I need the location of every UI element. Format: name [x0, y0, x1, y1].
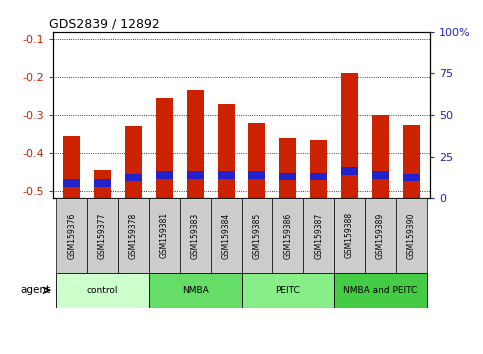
Bar [125, 181, 142, 198]
Bar [365, 198, 396, 273]
Text: GSM159383: GSM159383 [191, 212, 199, 258]
Bar [396, 198, 427, 273]
Bar [334, 273, 427, 308]
Bar [341, 74, 358, 167]
Bar [310, 180, 327, 198]
Bar [180, 198, 211, 273]
Text: GSM159378: GSM159378 [129, 212, 138, 258]
Text: GSM159384: GSM159384 [222, 212, 230, 258]
Bar [403, 125, 420, 174]
Bar [56, 198, 87, 273]
Text: NMBA and PEITC: NMBA and PEITC [343, 286, 418, 295]
Bar [149, 198, 180, 273]
Bar [279, 172, 296, 180]
Bar [310, 139, 327, 172]
Bar [187, 178, 204, 198]
Text: GSM159390: GSM159390 [407, 212, 416, 259]
Bar [248, 178, 266, 198]
Bar [156, 178, 173, 198]
Bar [125, 174, 142, 181]
Text: GSM159387: GSM159387 [314, 212, 323, 258]
Bar [341, 175, 358, 198]
Bar [156, 98, 173, 171]
Bar [279, 180, 296, 198]
Bar [372, 115, 389, 171]
Bar [310, 172, 327, 180]
Bar [242, 198, 272, 273]
Bar [372, 178, 389, 198]
Bar [187, 171, 204, 178]
Text: GSM159377: GSM159377 [98, 212, 107, 259]
Text: GSM159388: GSM159388 [345, 212, 354, 258]
Bar [149, 273, 242, 308]
Bar [217, 178, 235, 198]
Bar [242, 273, 334, 308]
Text: GSM159389: GSM159389 [376, 212, 385, 258]
Bar [272, 198, 303, 273]
Bar [87, 198, 118, 273]
Bar [372, 171, 389, 178]
Bar [303, 198, 334, 273]
Text: GSM159386: GSM159386 [284, 212, 292, 258]
Text: PEITC: PEITC [275, 286, 300, 295]
Bar [248, 122, 266, 171]
Bar [94, 187, 111, 198]
Text: agent: agent [21, 285, 51, 295]
Bar [211, 198, 242, 273]
Bar [94, 179, 111, 187]
Bar [63, 187, 80, 198]
Bar [63, 179, 80, 187]
Bar [125, 126, 142, 174]
Text: GSM159376: GSM159376 [67, 212, 76, 259]
Bar [334, 198, 365, 273]
Bar [118, 198, 149, 273]
Text: control: control [87, 286, 118, 295]
Bar [94, 170, 111, 179]
Bar [403, 174, 420, 181]
Bar [341, 167, 358, 175]
Text: NMBA: NMBA [182, 286, 209, 295]
Text: GDS2839 / 12892: GDS2839 / 12892 [49, 18, 160, 31]
Bar [187, 91, 204, 171]
Text: GSM159381: GSM159381 [160, 212, 169, 258]
Bar [217, 171, 235, 178]
Text: GSM159385: GSM159385 [253, 212, 261, 258]
Bar [217, 104, 235, 171]
Bar [63, 136, 80, 179]
Bar [56, 273, 149, 308]
Bar [403, 181, 420, 198]
Bar [279, 138, 296, 172]
Bar [248, 171, 266, 178]
Bar [156, 171, 173, 178]
